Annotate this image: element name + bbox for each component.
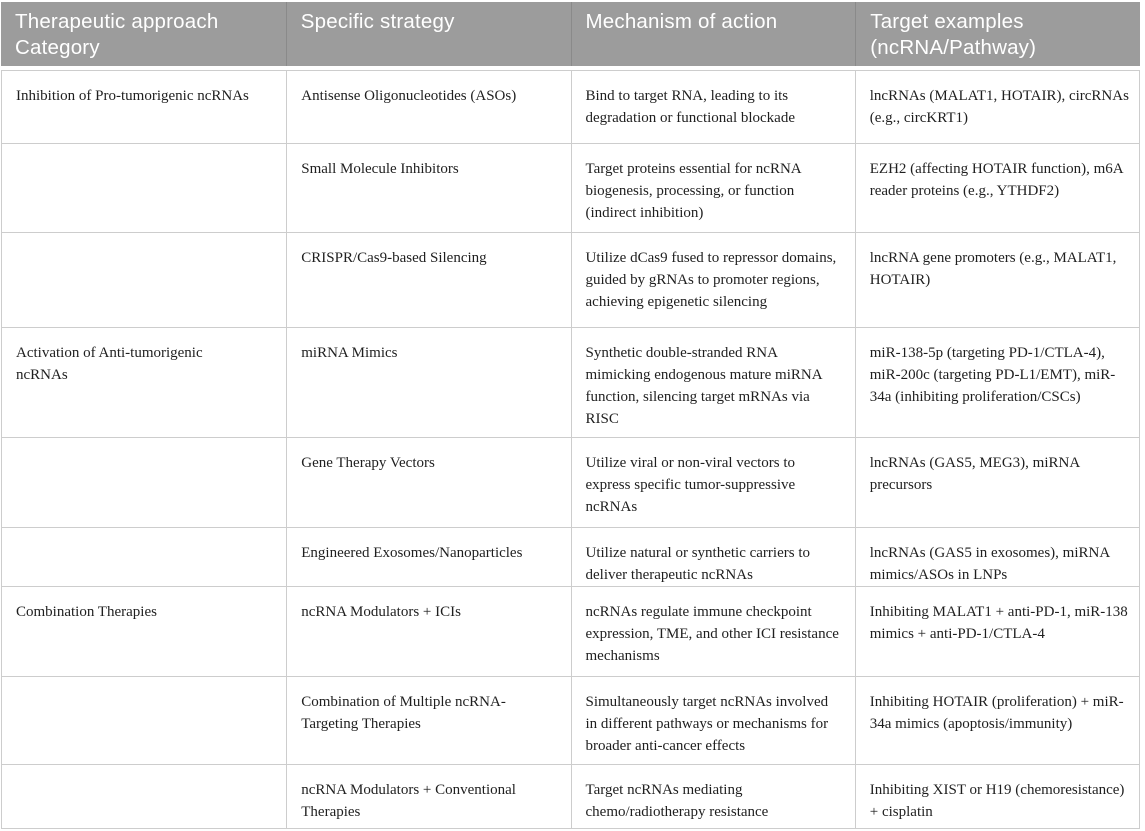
- table-row: Gene Therapy Vectors Utilize viral or no…: [2, 438, 1139, 528]
- cell-mechanism: Target ncRNAs mediating chemo/radiothera…: [570, 765, 855, 828]
- cell-targets: Inhibiting XIST or H19 (chemoresistance)…: [854, 765, 1139, 828]
- header-mechanism-of-action: Mechanism of action: [570, 2, 856, 66]
- cell-strategy: Combination of Multiple ncRNA-Targeting …: [286, 677, 570, 764]
- table-row: Combination Therapies ncRNA Modulators +…: [2, 587, 1139, 677]
- header-therapeutic-approach-category: Therapeutic approach Category: [15, 10, 219, 59]
- table-row: CRISPR/Cas9-based Silencing Utilize dCas…: [2, 233, 1139, 328]
- cell-category: Activation of Anti-tumorigenic ncRNAs: [16, 345, 203, 383]
- cell-category: [2, 677, 286, 764]
- cell-strategy: Gene Therapy Vectors: [286, 438, 570, 527]
- table-body: Inhibition of Pro-tumorigenic ncRNAs Ant…: [1, 70, 1140, 829]
- cell-mechanism: Bind to target RNA, leading to its degra…: [570, 71, 855, 143]
- cell-strategy: Small Molecule Inhibitors: [286, 144, 570, 232]
- table-row: Combination of Multiple ncRNA-Targeting …: [2, 677, 1139, 765]
- cell-targets: lncRNAs (GAS5 in exosomes), miRNA mimics…: [854, 528, 1139, 586]
- cell-targets: lncRNAs (GAS5, MEG3), miRNA precursors: [854, 438, 1139, 527]
- cell-strategy: CRISPR/Cas9-based Silencing: [286, 233, 570, 327]
- cell-mechanism: Utilize dCas9 fused to repressor domains…: [570, 233, 855, 327]
- cell-targets: miR-138-5p (targeting PD-1/CTLA-4), miR-…: [854, 328, 1139, 437]
- cell-mechanism: Synthetic double-stranded RNA mimicking …: [570, 328, 855, 437]
- cell-targets: lncRNAs (MALAT1, HOTAIR), circRNAs (e.g.…: [854, 71, 1139, 143]
- cell-strategy: Engineered Exosomes/Nanoparticles: [286, 528, 570, 586]
- cell-category: [2, 233, 286, 327]
- header-specific-strategy: Specific strategy: [285, 2, 571, 66]
- table-row: Activation of Anti-tumorigenic ncRNAs mi…: [2, 328, 1139, 438]
- cell-mechanism: ncRNAs regulate immune checkpoint expres…: [570, 587, 855, 676]
- header-body-gap: [1, 66, 1140, 70]
- cell-mechanism: Utilize viral or non-viral vectors to ex…: [570, 438, 855, 527]
- cell-category: [2, 144, 286, 232]
- cell-mechanism: Simultaneously target ncRNAs involved in…: [570, 677, 855, 764]
- table-row: Engineered Exosomes/Nanoparticles Utiliz…: [2, 528, 1139, 587]
- cell-mechanism: Utilize natural or synthetic carriers to…: [570, 528, 855, 586]
- cell-category: [2, 528, 286, 586]
- table-row: Small Molecule Inhibitors Target protein…: [2, 144, 1139, 233]
- cell-targets: EZH2 (affecting HOTAIR function), m6A re…: [854, 144, 1139, 232]
- header-target-examples: Target examples (ncRNA/Pathway): [855, 2, 1140, 66]
- cell-mechanism: Target proteins essential for ncRNA biog…: [570, 144, 855, 232]
- cell-strategy: miRNA Mimics: [286, 328, 570, 437]
- cell-targets: lncRNA gene promoters (e.g., MALAT1, HOT…: [854, 233, 1139, 327]
- cell-targets: Inhibiting HOTAIR (proliferation) + miR-…: [854, 677, 1139, 764]
- cell-category: [2, 438, 286, 527]
- cell-strategy: ncRNA Modulators + Conventional Therapie…: [286, 765, 570, 828]
- cell-category: Combination Therapies: [16, 604, 157, 620]
- cell-category: Inhibition of Pro-tumorigenic ncRNAs: [16, 88, 249, 104]
- table-row: ncRNA Modulators + Conventional Therapie…: [2, 765, 1139, 829]
- cell-category: [2, 765, 286, 828]
- table-header-row: Therapeutic approach Category Specific s…: [1, 2, 1140, 66]
- cell-targets: Inhibiting MALAT1 + anti-PD-1, miR-138 m…: [854, 587, 1139, 676]
- cell-strategy: Antisense Oligonucleotides (ASOs): [286, 71, 570, 143]
- cell-strategy: ncRNA Modulators + ICIs: [286, 587, 570, 676]
- table-row: Inhibition of Pro-tumorigenic ncRNAs Ant…: [2, 71, 1139, 144]
